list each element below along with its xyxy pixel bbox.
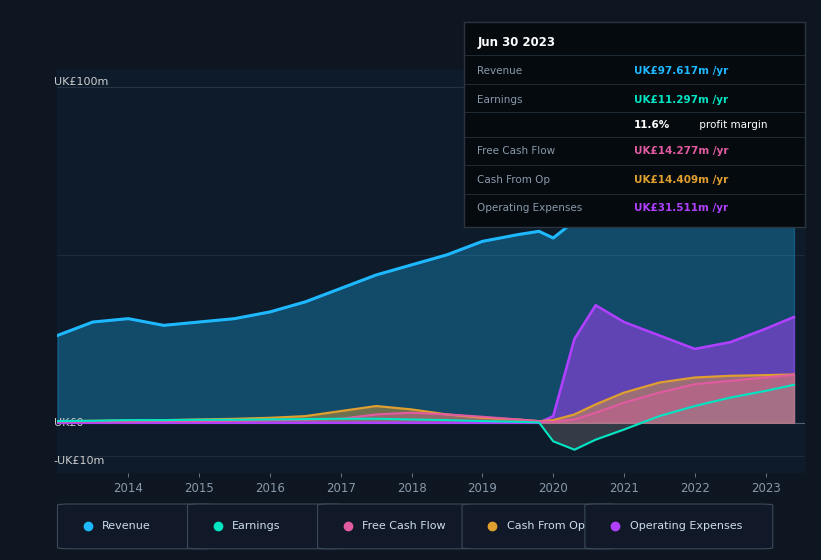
Text: 11.6%: 11.6%: [635, 120, 671, 129]
Text: Earnings: Earnings: [478, 95, 523, 105]
Text: Free Cash Flow: Free Cash Flow: [478, 146, 556, 156]
FancyBboxPatch shape: [318, 504, 473, 549]
Text: Operating Expenses: Operating Expenses: [630, 521, 742, 531]
Text: UK£100m: UK£100m: [54, 77, 108, 87]
Text: Free Cash Flow: Free Cash Flow: [362, 521, 446, 531]
Text: Cash From Op: Cash From Op: [507, 521, 585, 531]
Text: UK£14.277m /yr: UK£14.277m /yr: [635, 146, 729, 156]
Text: UK£11.297m /yr: UK£11.297m /yr: [635, 95, 728, 105]
Text: UK£31.511m /yr: UK£31.511m /yr: [635, 203, 728, 213]
Text: UK£97.617m /yr: UK£97.617m /yr: [635, 67, 728, 77]
Text: Cash From Op: Cash From Op: [478, 175, 551, 185]
FancyBboxPatch shape: [187, 504, 343, 549]
Text: Revenue: Revenue: [103, 521, 151, 531]
FancyBboxPatch shape: [57, 504, 213, 549]
Text: Operating Expenses: Operating Expenses: [478, 203, 583, 213]
Text: Revenue: Revenue: [478, 67, 523, 77]
Text: UK£14.409m /yr: UK£14.409m /yr: [635, 175, 728, 185]
FancyBboxPatch shape: [585, 504, 773, 549]
Text: Earnings: Earnings: [232, 521, 281, 531]
Text: Jun 30 2023: Jun 30 2023: [478, 36, 556, 49]
Text: UK£0: UK£0: [54, 418, 84, 428]
Text: profit margin: profit margin: [695, 120, 767, 129]
FancyBboxPatch shape: [462, 504, 617, 549]
Text: -UK£10m: -UK£10m: [54, 456, 105, 466]
